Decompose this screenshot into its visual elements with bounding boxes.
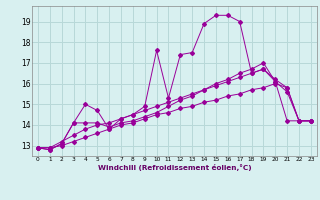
- X-axis label: Windchill (Refroidissement éolien,°C): Windchill (Refroidissement éolien,°C): [98, 164, 251, 171]
